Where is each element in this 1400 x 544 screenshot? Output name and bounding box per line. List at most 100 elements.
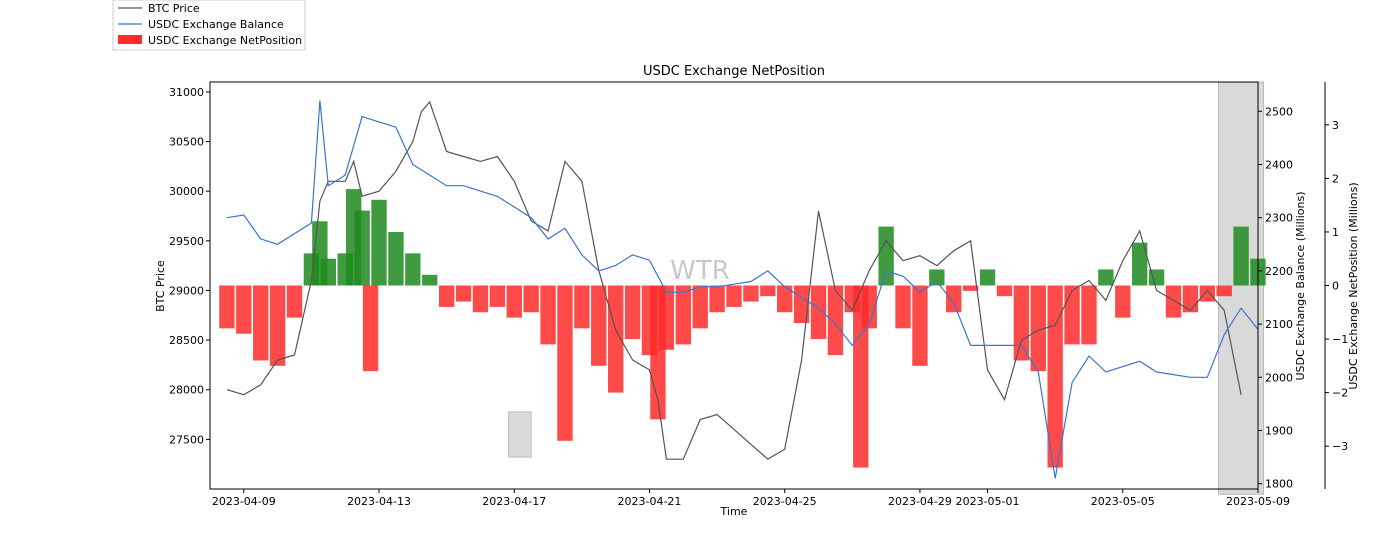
left-tick-label-7: 31000	[169, 86, 204, 99]
legend-frame	[112, 0, 306, 51]
x-tick-label-3: 2023-04-21	[618, 495, 682, 508]
right1-tick-label-1: 1900	[1265, 424, 1293, 437]
netposition-bar-14	[405, 253, 421, 286]
netposition-bar-15	[422, 274, 438, 286]
netposition-bar-16	[438, 285, 455, 307]
netposition-bar-33	[709, 285, 725, 313]
netposition-bar-59	[1131, 242, 1148, 286]
x-axis-title: Time	[720, 505, 748, 518]
netposition-bar-25	[591, 285, 607, 366]
right2-tick-label-2: −1	[1332, 333, 1348, 346]
netposition-bar-13	[388, 231, 404, 286]
right1-tick-label-0: 1800	[1265, 478, 1293, 491]
netposition-bar-47	[929, 269, 945, 286]
legend: BTC Price USDC Exchange Balance USDC Exc…	[112, 0, 306, 51]
x-tick-label-5: 2023-04-29	[888, 495, 952, 508]
right1-tick-label-4: 2200	[1265, 265, 1293, 278]
left-tick-label-1: 28000	[169, 384, 204, 397]
netposition-bar-11	[362, 285, 379, 372]
right2-tick-label-4: 1	[1332, 226, 1339, 239]
netposition-bar-30	[658, 285, 675, 350]
watermark: WTR	[670, 256, 730, 286]
netposition-bar-54	[1047, 285, 1063, 468]
netposition-bar-23	[557, 285, 573, 441]
left-axis-title: BTC Price	[154, 260, 167, 312]
netposition-bar-43	[861, 285, 877, 329]
shaded-region-0	[508, 411, 532, 458]
netposition-bar-35	[743, 285, 759, 302]
netposition-bar-10	[354, 210, 370, 286]
netposition-bars	[219, 189, 1266, 468]
netposition-bar-39	[810, 285, 827, 340]
x-tick-label-1: 2023-04-13	[347, 495, 411, 508]
x-tick-label-2: 2023-04-17	[482, 495, 546, 508]
right1-tick-label-5: 2300	[1265, 212, 1293, 225]
netposition-bar-3	[269, 285, 286, 366]
usdc-balance-line	[226, 100, 1259, 479]
x-tick-label-4: 2023-04-25	[753, 495, 817, 508]
netposition-bar-27	[624, 285, 641, 340]
netposition-bar-53	[1030, 285, 1046, 372]
legend-label-price: BTC Price	[148, 2, 200, 15]
legend-label-netposition: USDC Exchange NetPosition	[148, 34, 302, 47]
right1-tick-label-6: 2400	[1265, 158, 1293, 171]
netposition-bar-18	[472, 285, 489, 313]
netposition-bar-50	[979, 269, 996, 286]
netposition-bar-40	[827, 285, 844, 356]
netposition-bar-37	[777, 285, 793, 313]
netposition-bar-60	[1148, 269, 1165, 286]
left-tick-label-6: 30500	[169, 136, 204, 149]
netposition-bar-57	[1098, 269, 1114, 286]
right2-tick-label-6: 3	[1332, 119, 1339, 132]
netposition-bar-34	[726, 285, 742, 307]
x-tick-label-0: 2023-04-09	[212, 495, 276, 508]
x-tick-label-7: 2023-05-05	[1091, 495, 1155, 508]
netposition-bar-63	[1199, 285, 1215, 302]
x-tick-label-8: 2023-05-09	[1226, 495, 1290, 508]
netposition-bar-19	[489, 285, 506, 307]
legend-label-balance: USDC Exchange Balance	[148, 18, 284, 31]
right2-tick-label-0: −3	[1332, 440, 1348, 453]
series-lines	[226, 100, 1259, 479]
netposition-bar-0	[219, 285, 235, 329]
netposition-bar-4	[286, 285, 303, 318]
netposition-bar-51	[996, 285, 1013, 297]
netposition-bar-65	[1233, 226, 1249, 286]
right2-tick-label-3: 0	[1332, 280, 1339, 293]
right-axis-1-title: USDC Exchange Balance (Millions)	[1294, 191, 1307, 380]
netposition-bar-62	[1182, 285, 1199, 313]
netposition-bar-7	[320, 258, 337, 286]
netposition-bar-24	[574, 285, 590, 329]
netposition-bar-20	[506, 285, 522, 318]
right2-tick-label-1: −2	[1332, 387, 1348, 400]
netposition-bar-48	[946, 285, 962, 313]
netposition-bar-46	[912, 285, 928, 366]
right1-tick-label-7: 2500	[1265, 105, 1293, 118]
netposition-bar-45	[895, 285, 911, 329]
netposition-bar-58	[1115, 285, 1131, 318]
netposition-bar-26	[607, 285, 624, 393]
netposition-bar-56	[1081, 285, 1097, 345]
left-tick-label-2: 28500	[169, 334, 204, 347]
netposition-bar-1	[236, 285, 252, 334]
right1-tick-label-2: 2000	[1265, 371, 1293, 384]
netposition-bar-49	[962, 285, 979, 291]
netposition-bar-2	[253, 285, 269, 361]
btc-price-line	[226, 100, 1242, 460]
netposition-bar-42	[853, 285, 869, 468]
netposition-bar-32	[692, 285, 708, 329]
plot-frame	[209, 81, 1259, 490]
netposition-bar-21	[523, 285, 539, 313]
chart-title: USDC Exchange NetPosition	[643, 64, 825, 79]
netposition-bar-17	[455, 285, 472, 302]
netposition-bar-31	[675, 285, 691, 345]
netposition-bar-61	[1165, 285, 1182, 318]
netposition-bar-64	[1216, 285, 1232, 297]
netposition-bar-55	[1064, 285, 1080, 345]
legend-swatch-netposition	[118, 35, 142, 44]
netposition-bar-52	[1013, 285, 1030, 361]
left-tick-label-3: 29000	[169, 284, 204, 297]
netposition-bar-22	[540, 285, 556, 345]
right1-tick-label-3: 2100	[1265, 318, 1293, 331]
